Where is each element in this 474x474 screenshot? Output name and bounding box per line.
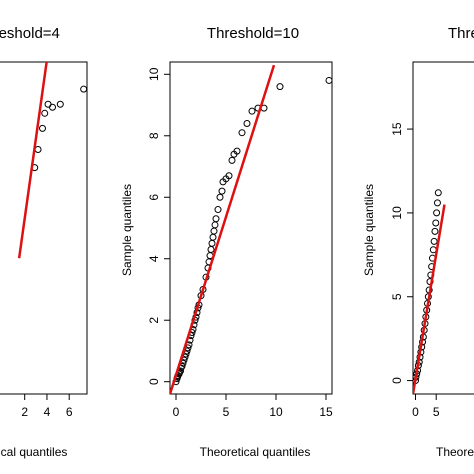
y-tick-label: 5 xyxy=(390,293,404,300)
y-axis-label: Sample quantiles xyxy=(362,184,376,276)
y-tick-label: 10 xyxy=(390,206,404,220)
sample-point xyxy=(243,119,251,127)
y-tick-label: 6 xyxy=(147,194,161,201)
sample-point xyxy=(431,227,439,235)
sample-point xyxy=(39,124,46,132)
x-tick-label: 5 xyxy=(223,405,230,419)
sample-point xyxy=(432,219,440,227)
x-tick-label: 4 xyxy=(44,405,51,419)
panel-threshold-4: Threshold=4 Theoretical quantiles 2 4 6 xyxy=(0,25,88,459)
x-tick-label: 2 xyxy=(21,405,28,419)
sample-point xyxy=(41,109,49,117)
panel-threshold-3: Threshold= Theoretical quantiles Sample … xyxy=(362,25,474,459)
sample-point xyxy=(225,172,233,180)
sample-point xyxy=(49,103,57,111)
y-tick-label: 10 xyxy=(147,67,161,81)
y-tick-label: 8 xyxy=(147,132,161,139)
sample-point xyxy=(276,83,284,91)
panel-title: Threshold=4 xyxy=(0,25,60,42)
sample-point xyxy=(80,85,87,93)
sample-point xyxy=(56,100,64,108)
sample-point xyxy=(233,147,241,155)
sample-point xyxy=(433,199,441,207)
panel-threshold-10: Threshold=10 Theoretical quantiles Sampl… xyxy=(120,25,333,459)
y-axis-label: Sample quantiles xyxy=(120,184,134,276)
y-tick-label: 0 xyxy=(147,378,161,385)
x-tick-label: 0 xyxy=(173,405,180,419)
plot-frame xyxy=(412,61,474,395)
sample-point xyxy=(214,206,222,214)
x-axis-label: Theoretical quantiles xyxy=(200,445,311,459)
y-tick-label: 2 xyxy=(147,317,161,324)
sample-point xyxy=(238,129,246,137)
x-tick-label: 15 xyxy=(319,405,333,419)
x-tick-label: 10 xyxy=(269,405,283,419)
x-tick-label: 0 xyxy=(412,405,419,419)
reference-line xyxy=(413,204,446,394)
panel-title: Threshold=10 xyxy=(207,25,299,42)
plot-frame xyxy=(0,61,88,395)
reference-line xyxy=(17,62,48,259)
y-tick-label: 4 xyxy=(147,255,161,262)
sample-point xyxy=(228,156,236,164)
x-axis-label: Theoretical quantiles xyxy=(436,445,474,459)
sample-point xyxy=(433,209,441,217)
y-tick-label: 15 xyxy=(390,122,404,136)
y-tick-label: 0 xyxy=(390,377,404,384)
sample-point xyxy=(248,107,256,115)
plot-frame xyxy=(169,61,333,395)
x-axis-label: Theoretical quantiles xyxy=(0,445,67,459)
panel-title: Threshold= xyxy=(448,25,474,42)
sample-point xyxy=(218,187,226,195)
sample-point xyxy=(212,215,220,223)
reference-line xyxy=(170,64,276,394)
sample-point xyxy=(325,76,332,84)
x-tick-label: 6 xyxy=(66,405,73,419)
sample-point xyxy=(216,193,224,201)
x-tick-label: 5 xyxy=(433,405,440,419)
sample-point xyxy=(434,189,442,197)
